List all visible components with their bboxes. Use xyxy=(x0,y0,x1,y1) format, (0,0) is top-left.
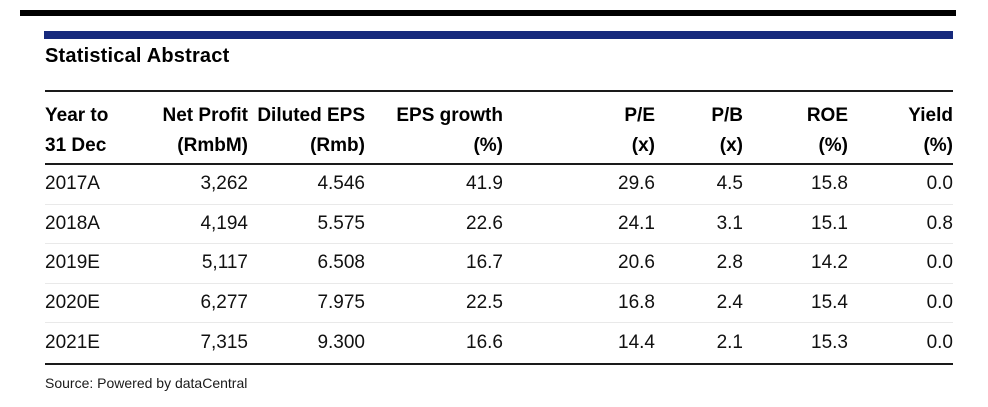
cell-eps-growth: 16.6 xyxy=(466,332,503,354)
header-line1: ROE xyxy=(806,105,848,126)
header-line2: (%) xyxy=(818,135,848,156)
header-cell-year-to: Year to 31 Dec xyxy=(45,92,135,161)
header-underline xyxy=(45,163,953,165)
cell-year: 2019E xyxy=(45,252,100,274)
header-line1: Year to xyxy=(45,105,109,126)
cell-yield: 0.8 xyxy=(926,212,953,234)
cell-year: 2021E xyxy=(45,332,100,354)
header-cell-roe: ROE (%) xyxy=(743,92,848,161)
cell-yield: 0.0 xyxy=(926,332,953,354)
cell-yield: 0.0 xyxy=(926,252,953,274)
table-row: 2021E 7,315 9.300 16.6 14.4 2.1 15.3 0.0 xyxy=(45,323,953,363)
cell-net-profit: 5,117 xyxy=(201,252,248,274)
cell-year: 2018A xyxy=(45,212,100,234)
cell-yield: 0.0 xyxy=(926,292,953,314)
header-line1: Yield xyxy=(908,105,953,126)
cell-net-profit: 6,277 xyxy=(200,292,248,314)
cell-pb: 3.1 xyxy=(716,212,743,234)
header-line2: (x) xyxy=(719,135,743,156)
cell-yield: 0.0 xyxy=(926,173,953,195)
header-line2: (x) xyxy=(631,135,655,156)
brand-bar xyxy=(44,31,953,39)
header-line2: (%) xyxy=(473,135,503,156)
cell-diluted-eps: 9.300 xyxy=(317,332,365,354)
cell-pb: 2.8 xyxy=(716,252,743,274)
cell-pe: 14.4 xyxy=(618,332,655,354)
cell-diluted-eps: 7.975 xyxy=(317,292,365,314)
cell-roe: 15.1 xyxy=(811,212,848,234)
cell-year: 2017A xyxy=(45,173,100,195)
header-line1: P/E xyxy=(624,105,655,126)
cell-roe: 14.2 xyxy=(811,252,848,274)
cell-pe: 20.6 xyxy=(618,252,655,274)
cell-pb: 2.1 xyxy=(716,332,743,354)
source-note: Source: Powered by dataCentral xyxy=(45,375,248,391)
table-row: 2019E 5,117 6.508 16.7 20.6 2.8 14.2 0.0 xyxy=(45,244,953,284)
header-line1: P/B xyxy=(711,105,743,126)
header-line2: (Rmb) xyxy=(310,135,365,156)
cell-diluted-eps: 6.508 xyxy=(317,252,365,274)
page-title: Statistical Abstract xyxy=(45,45,230,67)
table-header-row: Year to 31 Dec Net Profit (RmbM) Diluted… xyxy=(45,92,953,161)
table-row: 2020E 6,277 7.975 22.5 16.8 2.4 15.4 0.0 xyxy=(45,284,953,324)
header-cell-pe: P/E (x) xyxy=(503,92,655,161)
title-underline xyxy=(45,90,953,92)
cell-eps-growth: 16.7 xyxy=(466,252,503,274)
cell-pe: 24.1 xyxy=(618,212,655,234)
table-row: 2018A 4,194 5.575 22.6 24.1 3.1 15.1 0.8 xyxy=(45,205,953,245)
cell-net-profit: 7,315 xyxy=(200,332,248,354)
cell-diluted-eps: 4.546 xyxy=(317,173,365,195)
top-rule-bar xyxy=(20,10,956,16)
table-row: 2017A 3,262 4.546 41.9 29.6 4.5 15.8 0.0 xyxy=(45,165,953,205)
cell-pb: 2.4 xyxy=(716,292,743,314)
cell-roe: 15.4 xyxy=(811,292,848,314)
header-cell-net-profit: Net Profit (RmbM) xyxy=(135,92,249,161)
cell-year: 2020E xyxy=(45,292,100,314)
table-bottom-rule xyxy=(45,363,953,365)
cell-net-profit: 4,194 xyxy=(200,212,248,234)
header-cell-pb: P/B (x) xyxy=(655,92,743,161)
header-cell-diluted-eps: Diluted EPS (Rmb) xyxy=(248,92,365,161)
header-line2: (%) xyxy=(923,135,953,156)
cell-diluted-eps: 5.575 xyxy=(317,212,365,234)
table-body: 2017A 3,262 4.546 41.9 29.6 4.5 15.8 0.0… xyxy=(45,165,953,363)
cell-eps-growth: 22.6 xyxy=(466,212,503,234)
cell-net-profit: 3,262 xyxy=(200,173,248,195)
cell-pe: 16.8 xyxy=(618,292,655,314)
header-line1: Diluted EPS xyxy=(257,105,365,126)
header-cell-eps-growth: EPS growth (%) xyxy=(365,92,503,161)
cell-eps-growth: 41.9 xyxy=(466,173,503,195)
cell-pe: 29.6 xyxy=(618,173,655,195)
header-line2: 31 Dec xyxy=(45,135,107,156)
cell-roe: 15.8 xyxy=(811,173,848,195)
header-line2: (RmbM) xyxy=(177,135,248,156)
cell-eps-growth: 22.5 xyxy=(466,292,503,314)
header-line1: EPS growth xyxy=(396,105,503,126)
cell-roe: 15.3 xyxy=(811,332,848,354)
header-cell-yield: Yield (%) xyxy=(848,92,953,161)
header-line1: Net Profit xyxy=(162,105,249,126)
cell-pb: 4.5 xyxy=(716,173,743,195)
